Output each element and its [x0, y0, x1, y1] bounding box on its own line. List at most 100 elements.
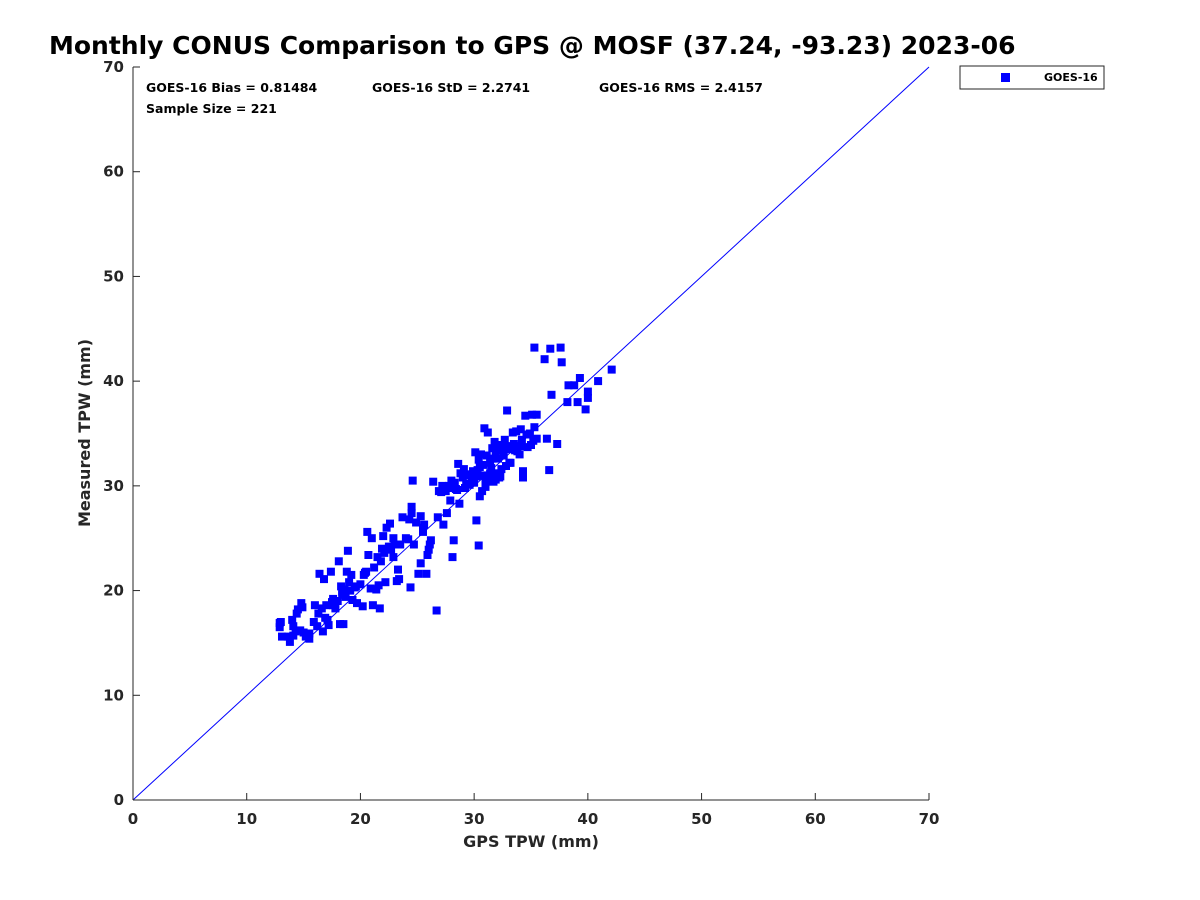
data-point: [394, 565, 402, 574]
data-point: [389, 534, 398, 543]
data-point: [575, 374, 584, 382]
data-point: [343, 546, 352, 555]
legend-marker-square: [1001, 73, 1010, 82]
data-point: [487, 464, 496, 473]
data-point: [278, 632, 286, 641]
data-point: [515, 450, 524, 459]
data-point: [497, 465, 506, 474]
data-point: [527, 441, 535, 449]
data-point: [448, 553, 457, 562]
data-point: [499, 451, 508, 460]
data-point: [479, 460, 488, 469]
data-point: [478, 487, 487, 496]
data-point: [455, 499, 464, 508]
x-axis-ticks: 0 10 20 30 40 50 60 70: [128, 793, 940, 828]
data-point: [450, 478, 459, 487]
data-point: [288, 615, 297, 624]
data-point: [374, 581, 383, 590]
data-point: [348, 596, 357, 604]
x-tick-label: 20: [350, 810, 371, 828]
data-point: [334, 557, 343, 566]
data-point: [329, 601, 338, 610]
y-axis-label: Measured TPW (mm): [75, 339, 94, 527]
data-point: [363, 527, 372, 536]
data-point: [607, 365, 616, 374]
data-point: [472, 472, 481, 481]
data-point: [329, 594, 338, 603]
data-point: [405, 515, 414, 524]
x-tick-label: 50: [691, 810, 712, 828]
data-point: [483, 428, 492, 437]
data-point: [276, 618, 285, 626]
data-point: [382, 523, 391, 532]
x-tick-label: 70: [919, 810, 940, 828]
data-point: [446, 484, 455, 492]
data-point: [509, 440, 518, 448]
data-point: [505, 458, 514, 467]
data-point: [396, 540, 405, 549]
data-point: [474, 541, 483, 550]
data-point: [502, 442, 510, 451]
legend-box: [959, 65, 1105, 90]
data-point: [356, 580, 365, 589]
data-point: [293, 605, 302, 614]
data-point: [465, 480, 474, 489]
data-point: [283, 632, 292, 641]
data-point: [339, 620, 348, 629]
data-point: [386, 519, 394, 528]
data-point: [289, 622, 298, 631]
data-point: [322, 601, 331, 610]
data-point: [298, 603, 307, 612]
data-point: [419, 523, 427, 532]
y-tick-label: 50: [103, 267, 124, 285]
data-point: [521, 411, 530, 420]
data-point: [459, 465, 468, 474]
y-tick-label: 60: [103, 163, 124, 181]
data-point: [454, 459, 463, 468]
data-point: [390, 540, 399, 549]
data-point: [424, 545, 433, 554]
data-point: [368, 601, 377, 610]
x-tick-label: 30: [464, 810, 485, 828]
data-point: [358, 602, 367, 611]
x-axis-label: GPS TPW (mm): [463, 832, 599, 851]
data-point: [503, 406, 512, 415]
data-point: [345, 578, 354, 587]
y-tick-label: 70: [103, 58, 124, 76]
data-point: [347, 570, 356, 579]
y-tick-label: 0: [114, 791, 124, 809]
data-point: [318, 627, 327, 636]
data-point: [305, 634, 314, 643]
data-point: [557, 358, 566, 367]
data-point: [546, 344, 555, 353]
chart-title: Monthly CONUS Comparison to GPS @ MOSF (…: [49, 31, 1016, 60]
data-point: [516, 442, 525, 451]
data-point: [324, 621, 333, 630]
x-tick-label: 60: [805, 810, 826, 828]
data-point: [583, 393, 592, 402]
data-point: [471, 448, 480, 457]
data-point: [373, 553, 382, 562]
data-point: [456, 469, 465, 478]
data-point: [437, 488, 446, 497]
data-point: [326, 567, 335, 576]
data-point: [474, 455, 483, 464]
data-point: [426, 536, 435, 545]
x-tick-label: 40: [577, 810, 598, 828]
data-point: [477, 450, 485, 459]
data-point: [495, 441, 504, 449]
data-point: [314, 609, 323, 618]
data-point: [451, 485, 460, 493]
data-point: [351, 582, 360, 591]
one-to-one-line: [132, 66, 930, 801]
data-point: [367, 534, 376, 543]
y-axis-ticks: 0 10 20 30 40 50 60 70: [103, 58, 140, 809]
data-point: [439, 520, 448, 529]
data-point: [346, 586, 355, 595]
data-point: [375, 604, 384, 613]
data-point: [542, 434, 551, 443]
data-point: [458, 473, 467, 482]
data-point: [594, 377, 603, 386]
legend: GOES-16: [959, 65, 1105, 90]
